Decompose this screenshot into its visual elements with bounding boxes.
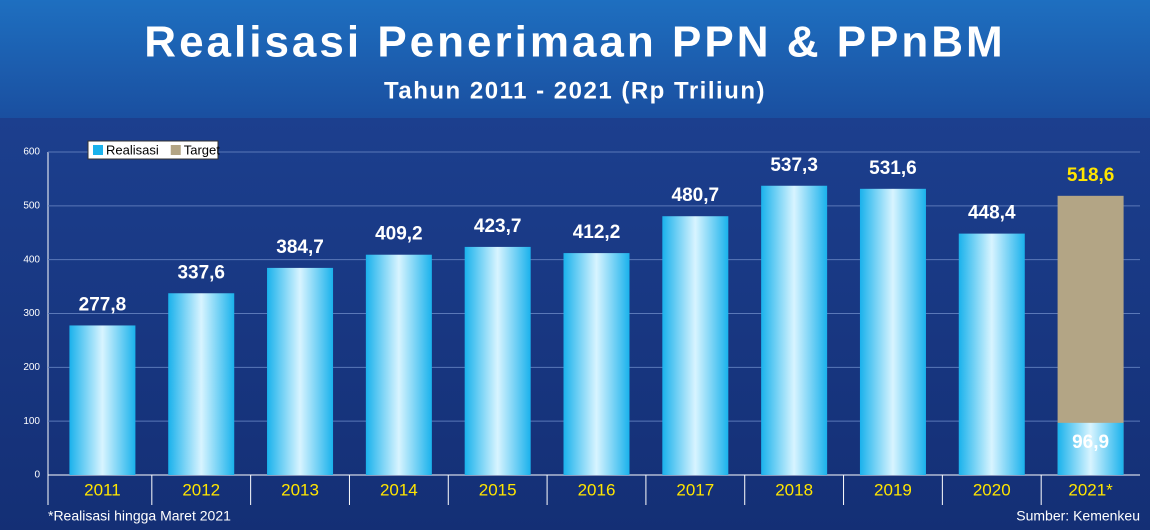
x-tick-label: 2019 bbox=[874, 480, 912, 499]
value-label: 409,2 bbox=[375, 224, 423, 245]
y-tick-label: 0 bbox=[34, 470, 40, 481]
x-tick-label: 2012 bbox=[182, 480, 220, 499]
x-tick-label: 2014 bbox=[380, 480, 418, 499]
value-label: 337,6 bbox=[177, 262, 225, 283]
bar bbox=[1057, 422, 1124, 475]
x-tick-label: 2017 bbox=[676, 480, 714, 499]
value-label: 518,6 bbox=[1067, 165, 1115, 186]
value-label: 412,2 bbox=[573, 222, 621, 243]
value-label: 480,7 bbox=[672, 185, 720, 206]
header bbox=[0, 0, 1150, 118]
x-tick-label: 2013 bbox=[281, 480, 319, 499]
value-label: 423,7 bbox=[474, 216, 522, 237]
x-tick-label: 2021* bbox=[1068, 480, 1113, 499]
value-label: 384,7 bbox=[276, 237, 324, 258]
value-label: 537,3 bbox=[770, 155, 818, 176]
y-tick-label: 300 bbox=[23, 308, 40, 319]
legend-box bbox=[87, 140, 219, 160]
bar bbox=[464, 246, 531, 475]
chart-title: Realisasi Penerimaan PPN & PPnBM bbox=[144, 18, 1005, 67]
x-tick-label: 2018 bbox=[775, 480, 813, 499]
bar bbox=[563, 253, 630, 475]
footnote: *Realisasi hingga Maret 2021 bbox=[48, 508, 231, 524]
x-tick-label: 2016 bbox=[578, 480, 616, 499]
value-label: 531,6 bbox=[869, 158, 917, 179]
bar bbox=[267, 267, 334, 475]
bar bbox=[168, 293, 235, 475]
y-tick-label: 100 bbox=[23, 416, 40, 427]
x-tick-label: 2020 bbox=[973, 480, 1011, 499]
bar bbox=[859, 188, 926, 475]
legend-swatch bbox=[170, 145, 181, 155]
value-label: 277,8 bbox=[79, 294, 127, 315]
chart-subtitle: Tahun 2011 - 2021 (Rp Triliun) bbox=[384, 77, 766, 104]
legend-label: Realisasi bbox=[106, 142, 159, 157]
legend-swatch bbox=[93, 145, 103, 155]
y-tick-label: 600 bbox=[23, 147, 40, 158]
bar bbox=[662, 216, 729, 476]
y-tick-label: 200 bbox=[23, 362, 40, 373]
x-tick-label: 2015 bbox=[479, 480, 517, 499]
y-tick-label: 400 bbox=[23, 254, 40, 265]
y-tick-label: 500 bbox=[23, 200, 40, 211]
value-label: 448,4 bbox=[968, 203, 1016, 224]
value-label: 96,9 bbox=[1072, 432, 1109, 453]
bar bbox=[365, 254, 432, 475]
source: Sumber: Kemenkeu bbox=[1016, 508, 1140, 524]
bar bbox=[761, 185, 828, 476]
legend-label: Target bbox=[184, 142, 221, 157]
bar bbox=[958, 233, 1025, 475]
x-tick-label: 2011 bbox=[84, 480, 121, 499]
bar bbox=[69, 325, 136, 475]
